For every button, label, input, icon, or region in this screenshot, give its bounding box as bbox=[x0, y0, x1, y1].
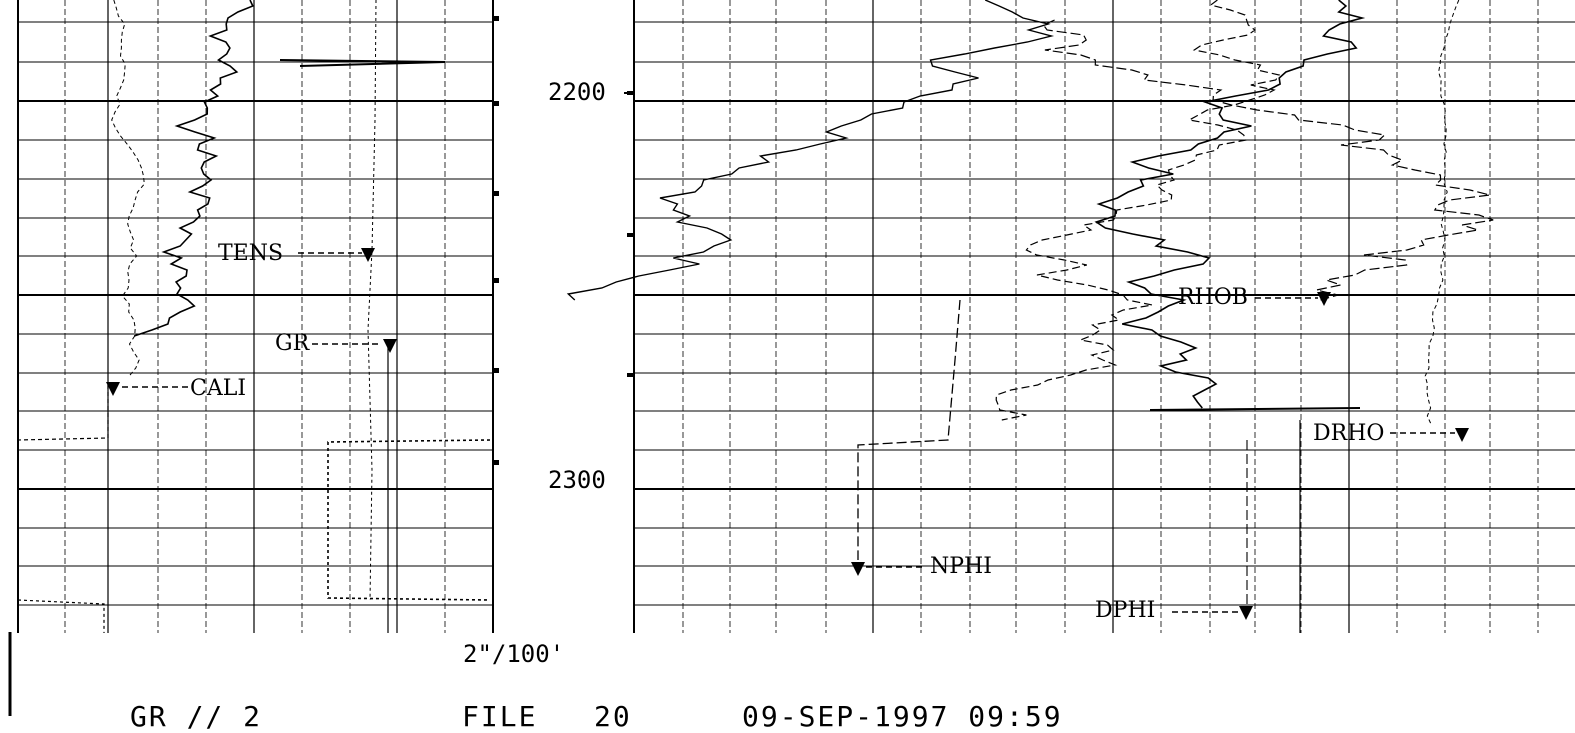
curve-marker bbox=[1455, 428, 1469, 442]
footer-file: FILE 20 bbox=[462, 700, 632, 733]
well-log-chart: 2200 2300 2"/100' TENS GR CALI RHOB DRHO… bbox=[8, 0, 1575, 716]
curve-marker bbox=[383, 339, 397, 353]
depth-label-2300: 2300 bbox=[548, 466, 606, 494]
depth-tick bbox=[494, 191, 499, 196]
curve-cali-step bbox=[17, 385, 109, 441]
depth-tick bbox=[627, 373, 633, 377]
curve-gr-spike bbox=[279, 59, 446, 67]
curve-labels: 2200 2300 2"/100' TENS GR CALI RHOB DRHO… bbox=[190, 78, 1384, 668]
log-curves bbox=[8, 0, 1494, 716]
curve-cali-bottom bbox=[17, 599, 105, 633]
depth-tick bbox=[494, 278, 499, 283]
curve-marker bbox=[106, 382, 120, 396]
depth-tick bbox=[494, 16, 499, 21]
curve-drho bbox=[1424, 0, 1460, 425]
curve-cali-box bbox=[327, 439, 491, 601]
curve-label-dphi: DPHI bbox=[1095, 598, 1155, 623]
scale-label: 2"/100' bbox=[463, 640, 564, 668]
curve-label-rhob: RHOB bbox=[1178, 285, 1248, 310]
depth-tick bbox=[627, 233, 633, 237]
curve-marker bbox=[851, 562, 865, 576]
curve-cali bbox=[111, 0, 145, 377]
curve-marker bbox=[361, 248, 375, 262]
depth-label-2200: 2200 bbox=[548, 78, 606, 106]
curve-marker bbox=[1239, 606, 1253, 620]
footer-run: GR // 2 bbox=[130, 700, 263, 733]
curve-marker bbox=[1317, 292, 1331, 306]
curve-rhob bbox=[1094, 0, 1366, 409]
curve-label-tens: TENS bbox=[218, 241, 283, 266]
curve-nphi-solid bbox=[566, 0, 1055, 301]
curve-nphi-tail bbox=[857, 299, 961, 560]
curve-nphi-dash bbox=[1042, 19, 1494, 301]
curve-tens bbox=[367, 0, 377, 601]
depth-tick bbox=[494, 460, 499, 465]
track2-grid bbox=[633, 0, 1575, 633]
track1-grid bbox=[17, 0, 634, 633]
curve-label-gr: GR bbox=[275, 331, 311, 356]
curve-label-nphi: NPHI bbox=[930, 554, 992, 579]
depth-tick bbox=[494, 368, 499, 373]
depth-tick bbox=[494, 101, 499, 106]
curve-rhob-spike bbox=[1149, 407, 1361, 411]
curve-gr bbox=[133, 0, 254, 337]
footer-datetime: 09-SEP-1997 09:59 bbox=[742, 700, 1063, 733]
curve-dphi-dash bbox=[995, 0, 1281, 421]
curve-label-drho: DRHO bbox=[1313, 421, 1384, 446]
curve-label-cali: CALI bbox=[190, 376, 246, 401]
